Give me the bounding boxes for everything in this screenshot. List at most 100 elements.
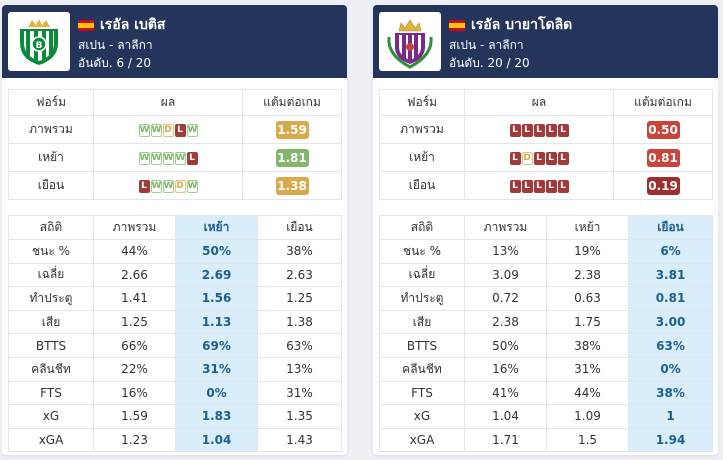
team-card-home: B เรอัล เบติส สเปน - ลาลีกา อันดับ. 6 / … [2, 5, 347, 455]
result-chip[interactable]: L [174, 123, 186, 137]
result-chip[interactable]: W [150, 123, 162, 137]
stats-value: 1.59 [93, 404, 176, 429]
stats-row: xG 1.59 1.83 1.35 [8, 404, 342, 429]
team-header: เรอัล บายาโดลิด สเปน - ลาลีกา อันดับ. 20… [373, 5, 718, 78]
stats-value: 2.38 [546, 262, 629, 288]
stats-row: คลีนชีท 16% 31% 0% [379, 356, 713, 382]
result-chip[interactable]: L [545, 123, 557, 137]
stats-row-label: BTTS [8, 333, 94, 358]
spain-flag-icon [78, 19, 94, 31]
result-chip[interactable]: L [533, 123, 545, 137]
team-name[interactable]: เรอัล บายาโดลิด [471, 17, 573, 33]
stats-row-label: xG [8, 404, 94, 429]
stats-value: 16% [464, 356, 547, 382]
result-chip[interactable]: W [150, 179, 162, 193]
result-chip[interactable]: L [521, 179, 533, 193]
result-chip[interactable]: W [162, 151, 174, 165]
result-chip[interactable]: L [521, 123, 533, 137]
stats-value: 1.71 [464, 427, 547, 453]
stats-value: 1.75 [546, 309, 629, 335]
result-chip[interactable]: W [186, 179, 198, 193]
stats-table: สถิติ ภาพรวม เหย้า เยือน ชนะ % 44% 50% 38% เ… [8, 215, 342, 453]
form-row: ภาพรวม L L L L L 0.50 [379, 115, 713, 144]
result-chip[interactable]: D [174, 179, 186, 193]
svg-text:B: B [36, 41, 43, 51]
team-league: สเปน - ลาลีกา [449, 38, 524, 52]
ppg-cell: 1.59 [242, 115, 342, 144]
stats-row: xGA 1.23 1.04 1.43 [8, 427, 342, 453]
ppg-badge: 0.50 [646, 120, 680, 139]
stats-value: 50% [464, 333, 547, 358]
result-chip[interactable]: L [557, 123, 569, 137]
stats-row: BTTS 50% 38% 63% [379, 333, 713, 358]
result-chip[interactable]: L [509, 151, 521, 165]
stats-value: 6% [628, 239, 713, 264]
team-logo[interactable] [379, 12, 441, 71]
result-chip[interactable]: L [533, 179, 545, 193]
result-chip[interactable]: L [557, 151, 569, 165]
stats-value: 1.43 [257, 427, 342, 453]
result-chip[interactable]: W [138, 151, 150, 165]
result-chip[interactable]: L [533, 151, 545, 165]
stats-row: FTS 41% 44% 38% [379, 380, 713, 406]
stats-header-cell: สถิติ [8, 215, 94, 240]
stats-value: 31% [175, 356, 258, 382]
stats-value: 44% [546, 380, 629, 406]
stats-row-label: FTS [379, 380, 465, 406]
team-name[interactable]: เรอัล เบติส [100, 17, 166, 33]
ppg-cell: 0.50 [613, 115, 713, 144]
stats-row-label: เสีย [379, 309, 465, 335]
result-chip[interactable]: D [162, 123, 174, 137]
result-chip[interactable]: L [138, 179, 150, 193]
result-chip[interactable]: L [557, 179, 569, 193]
stats-value: 1.41 [93, 286, 176, 311]
stats-row: ชนะ % 13% 19% 6% [379, 239, 713, 264]
stats-value: 63% [628, 333, 713, 358]
team-logo[interactable]: B [8, 12, 70, 71]
ppg-badge: 1.38 [275, 176, 309, 195]
result-chip[interactable]: L [509, 179, 521, 193]
form-row-label: ภาพรวม [379, 115, 465, 144]
stats-header-cell: เยือน [628, 215, 713, 240]
result-chip[interactable]: W [138, 123, 150, 137]
stats-value: 31% [546, 356, 629, 382]
stats-row: เฉลี่ย 3.09 2.38 3.81 [379, 262, 713, 288]
stats-value: 1.04 [464, 404, 547, 429]
stats-row: FTS 16% 0% 31% [8, 380, 342, 406]
result-chip[interactable]: L [186, 151, 198, 165]
stats-row-label: คลีนชีท [8, 356, 94, 382]
result-chip[interactable]: W [150, 151, 162, 165]
result-chip[interactable]: W [162, 179, 174, 193]
stats-header-cell: เยือน [257, 215, 342, 240]
stats-value: 1.35 [257, 404, 342, 429]
stats-row: คลีนชีท 22% 31% 13% [8, 356, 342, 382]
stats-value: 41% [464, 380, 547, 406]
result-chip[interactable]: L [545, 179, 557, 193]
stats-value: 1.38 [257, 309, 342, 335]
result-chip[interactable]: W [174, 151, 186, 165]
stats-value: 1.25 [257, 286, 342, 311]
stats-value: 44% [93, 239, 176, 264]
stats-row: เฉลี่ย 2.66 2.69 2.63 [8, 262, 342, 288]
ppg-badge: 1.59 [275, 120, 309, 139]
stats-row-label: ชนะ % [379, 239, 465, 264]
form-header-cell: ผล [93, 89, 243, 116]
stats-row-label: เฉลี่ย [8, 262, 94, 288]
team-header: B เรอัล เบติส สเปน - ลาลีกา อันดับ. 6 / … [2, 5, 347, 78]
stats-value: 2.63 [257, 262, 342, 288]
real-betis-crest-icon: B [20, 18, 58, 65]
stats-row-label: FTS [8, 380, 94, 406]
result-chip[interactable]: L [545, 151, 557, 165]
result-chip[interactable]: W [186, 123, 198, 137]
result-chip[interactable]: D [521, 151, 533, 165]
stats-value: 1 [628, 404, 713, 429]
ppg-cell: 0.19 [613, 171, 713, 200]
form-row-label: เยือน [8, 171, 94, 200]
stats-value: 1.56 [175, 286, 258, 311]
stats-value: 1.04 [175, 427, 258, 453]
stats-row: ชนะ % 44% 50% 38% [8, 239, 342, 264]
result-chip[interactable]: L [509, 123, 521, 137]
stats-value: 1.5 [546, 427, 629, 453]
stats-row-label: BTTS [379, 333, 465, 358]
